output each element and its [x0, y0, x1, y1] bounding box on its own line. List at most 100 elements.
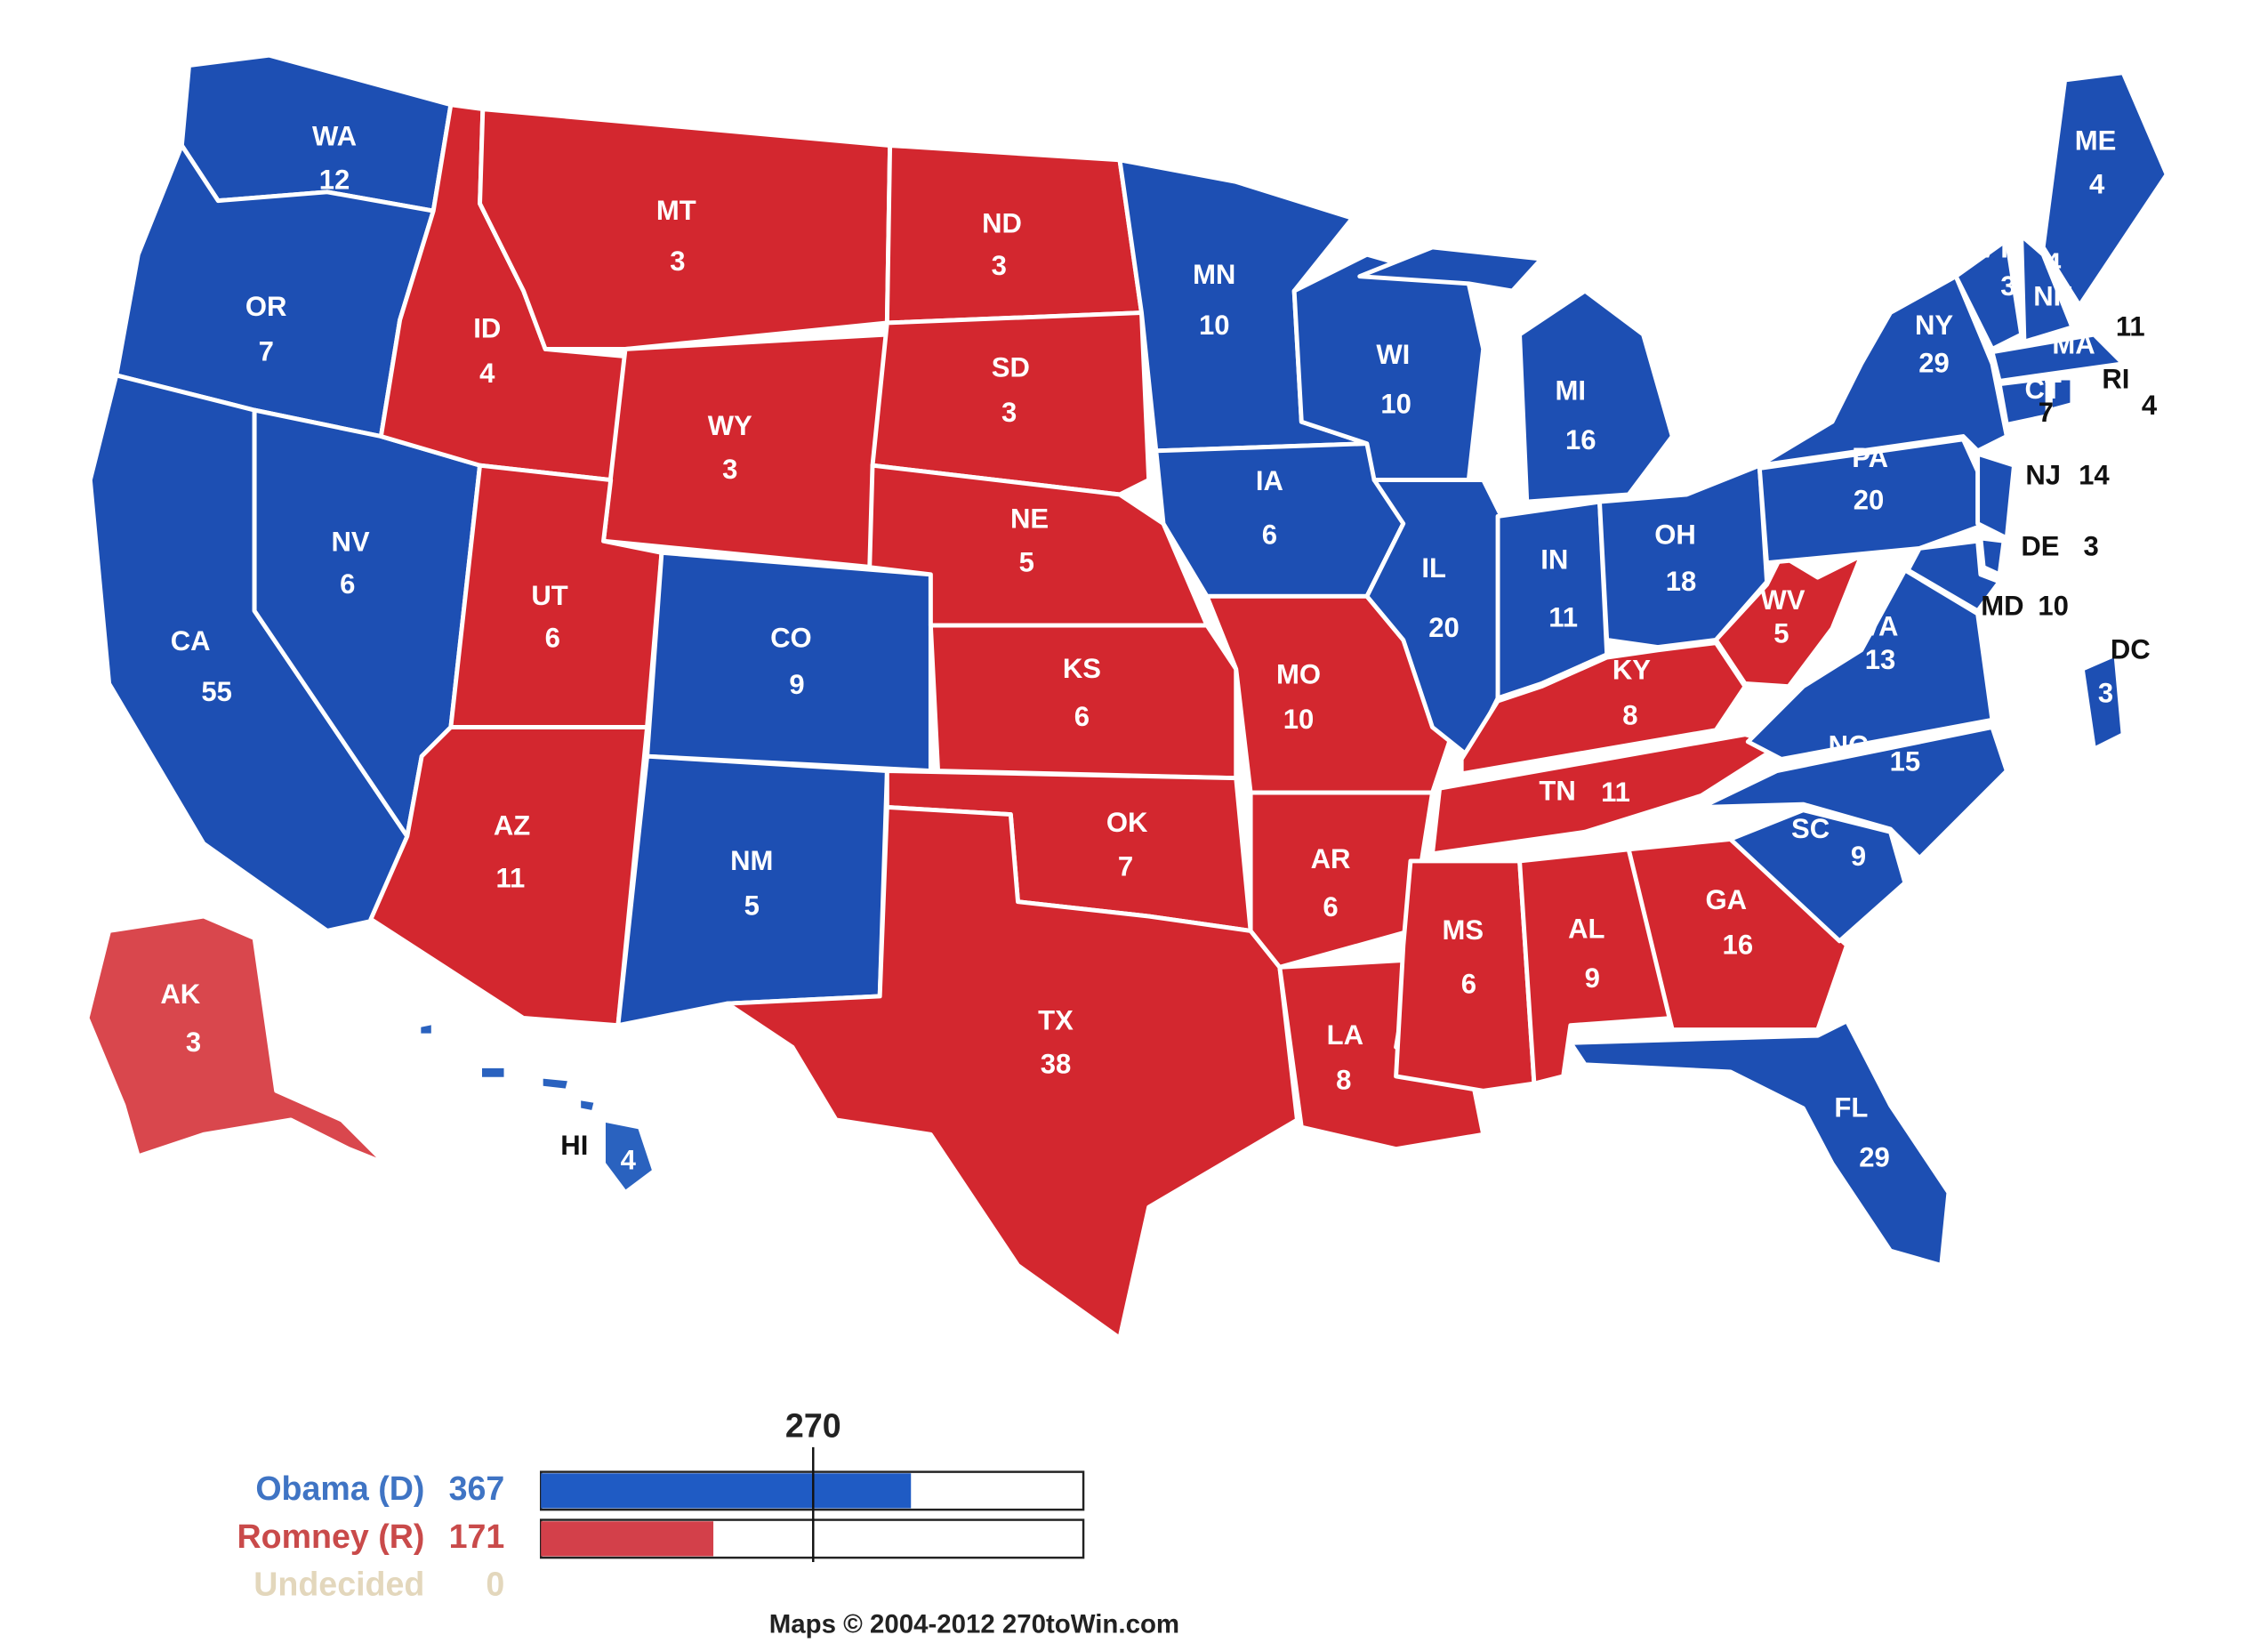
state-shape [1357, 245, 1544, 294]
state-abbr: PA [1852, 442, 1888, 473]
state-shape [1978, 536, 2007, 577]
state-votes: 16 [1723, 930, 1754, 961]
state-abbr: LA [1327, 1019, 1363, 1051]
credit: Maps © 2004-2012 270toWin.com [769, 1610, 1179, 1639]
state-abbr: VT [1977, 232, 2013, 263]
state-votes: 3 [1001, 397, 1017, 428]
state-abbr: ID [473, 312, 501, 343]
state-votes: 5 [1773, 618, 1789, 649]
state-votes: 38 [1041, 1049, 1072, 1080]
state-abbr: IL [1421, 552, 1446, 584]
state-abbr: OH [1654, 519, 1696, 551]
state-shape [1728, 808, 1908, 944]
state-abbr: SC [1791, 813, 1830, 844]
state-abbr: WA [312, 121, 357, 152]
state-abbr: NM [730, 845, 773, 876]
state-votes: 4 [479, 358, 495, 389]
state-shape [576, 1095, 599, 1115]
majority-label: 270 [785, 1407, 841, 1445]
state-votes: 6 [1323, 891, 1338, 922]
state-abbr: IN [1540, 544, 1568, 575]
state-shape [870, 310, 1152, 497]
state-votes: 8 [1622, 699, 1637, 730]
state-shape [2079, 652, 2126, 752]
state-shape [2047, 375, 2075, 413]
state-votes: 4 [2142, 390, 2158, 421]
state-abbr: CT [2024, 374, 2061, 405]
state-votes: 5 [1019, 547, 1034, 578]
state-abbr: OR [245, 291, 287, 322]
state-shape [645, 550, 933, 774]
state-votes: 4 [621, 1145, 637, 1176]
state-abbr: MN [1193, 259, 1235, 290]
state-votes: 10 [2038, 591, 2069, 622]
state-shape [2040, 70, 2169, 308]
state-votes: 20 [1428, 612, 1460, 643]
state-shape [1990, 332, 2126, 383]
state-abbr: DE [2021, 531, 2059, 562]
state-votes: 4 [2046, 247, 2062, 278]
state-abbr: NC [1829, 730, 1869, 761]
state-shape [1495, 499, 1610, 701]
state-votes: 6 [545, 623, 560, 654]
state-abbr: NY [1915, 310, 1953, 341]
state-shape [928, 623, 1239, 781]
state-abbr: MT [656, 195, 696, 226]
state-votes: 6 [1461, 969, 1476, 1000]
state-abbr: MI [1556, 375, 1587, 407]
state-shape [1757, 437, 2002, 566]
state-shape [601, 332, 889, 570]
state-votes: 7 [1118, 850, 1133, 882]
state-shape [478, 107, 893, 351]
state-abbr: AR [1311, 843, 1351, 874]
state-votes: 14 [2079, 459, 2110, 490]
candidate-name: Undecided [253, 1566, 424, 1603]
state-abbr: NV [331, 527, 369, 558]
state-votes: 9 [1585, 962, 1600, 994]
state-votes: 11 [1548, 602, 1578, 633]
state-abbr: AZ [494, 810, 530, 842]
state-abbr: CO [770, 623, 812, 654]
state-votes: 9 [1851, 841, 1866, 872]
state-abbr: MA [2052, 328, 2095, 359]
state-abbr: NE [1010, 503, 1049, 535]
state-abbr: ND [982, 208, 1022, 239]
state-votes: 7 [2039, 397, 2054, 428]
state-shape [1975, 451, 2016, 541]
state-votes: 3 [186, 1027, 201, 1058]
state-abbr: MD [1981, 591, 2023, 622]
state-labels: WA12OR7CA55NV6ID4MT3WY3UT6AZ11CO9NM5ND3S… [160, 121, 2158, 1176]
state-votes: 4 [2089, 168, 2105, 199]
tally-bar [541, 1473, 912, 1509]
state-shape [84, 914, 388, 1166]
state-votes: 5 [744, 890, 760, 921]
state-shape [1459, 640, 1748, 777]
state-votes: 20 [1854, 484, 1885, 515]
state-votes: 55 [201, 676, 232, 707]
state-votes: 3 [2083, 531, 2098, 562]
state-abbr: UT [531, 580, 567, 611]
state-votes: 11 [1601, 777, 1630, 808]
state-abbr: AK [160, 979, 200, 1010]
state-abbr: AL [1568, 914, 1604, 945]
state-shape [538, 1074, 573, 1093]
state-votes: 29 [1859, 1141, 1890, 1172]
state-abbr: OK [1106, 807, 1148, 838]
candidate-name: Obama (D) [255, 1470, 424, 1507]
state-shape [2019, 233, 2075, 344]
state-votes: 3 [670, 246, 685, 277]
state-abbr: FL [1834, 1092, 1868, 1124]
state-abbr: WI [1376, 339, 1410, 370]
state-abbr: HI [560, 1130, 588, 1161]
state-abbr: RI [2102, 364, 2129, 395]
map-root: WA12OR7CA55NV6ID4MT3WY3UT6AZ11CO9NM5ND3S… [84, 52, 2169, 1639]
state-votes: 3 [2098, 678, 2113, 709]
state-votes: 3 [992, 250, 1007, 281]
state-shape [368, 725, 650, 1028]
state-votes: 3 [2000, 270, 2015, 302]
state-votes: 6 [340, 568, 355, 600]
state-abbr: VA [1862, 611, 1899, 642]
state-shape [1757, 274, 2009, 468]
state-shape [1430, 732, 1784, 857]
state-shape [1905, 538, 2002, 614]
